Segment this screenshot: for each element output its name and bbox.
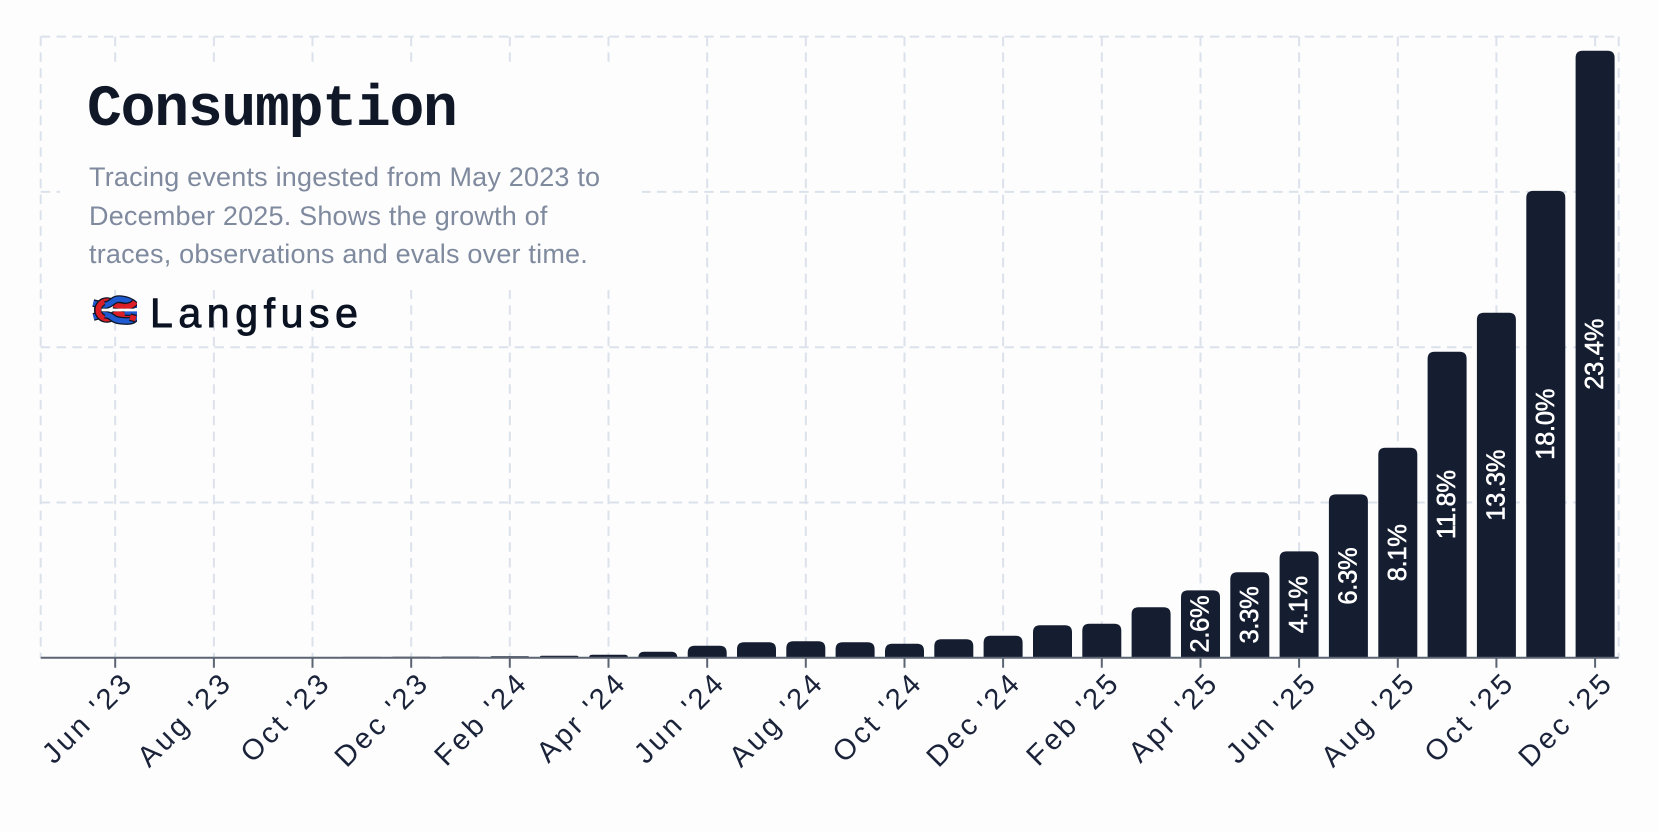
svg-text:Jun '25: Jun '25 bbox=[1220, 666, 1324, 770]
svg-text:Aug '24: Aug '24 bbox=[723, 666, 830, 773]
svg-text:Jun '23: Jun '23 bbox=[36, 666, 140, 770]
svg-text:13.3%: 13.3% bbox=[1482, 450, 1510, 521]
svg-text:Oct '23: Oct '23 bbox=[235, 666, 338, 769]
svg-text:18.0%: 18.0% bbox=[1532, 389, 1560, 460]
svg-text:4.1%: 4.1% bbox=[1285, 576, 1313, 633]
svg-text:Dec '25: Dec '25 bbox=[1513, 666, 1620, 773]
svg-text:8.1%: 8.1% bbox=[1384, 524, 1412, 581]
svg-text:Feb '24: Feb '24 bbox=[429, 666, 535, 772]
svg-text:Apr '25: Apr '25 bbox=[1123, 666, 1226, 769]
svg-text:2.6%: 2.6% bbox=[1187, 596, 1215, 653]
svg-text:Apr '24: Apr '24 bbox=[531, 666, 634, 769]
svg-text:Dec '23: Dec '23 bbox=[329, 666, 436, 773]
svg-text:Jun '24: Jun '24 bbox=[628, 666, 732, 770]
svg-text:11.8%: 11.8% bbox=[1433, 470, 1461, 539]
svg-text:Aug '23: Aug '23 bbox=[131, 666, 238, 773]
svg-text:23.4%: 23.4% bbox=[1581, 319, 1609, 390]
svg-text:Dec '24: Dec '24 bbox=[921, 666, 1028, 773]
svg-text:Oct '25: Oct '25 bbox=[1419, 666, 1522, 769]
svg-text:3.3%: 3.3% bbox=[1236, 587, 1264, 644]
svg-text:Feb '25: Feb '25 bbox=[1021, 666, 1127, 772]
svg-text:6.3%: 6.3% bbox=[1334, 548, 1362, 605]
svg-text:Aug '25: Aug '25 bbox=[1315, 666, 1422, 773]
svg-text:Oct '24: Oct '24 bbox=[827, 666, 930, 769]
